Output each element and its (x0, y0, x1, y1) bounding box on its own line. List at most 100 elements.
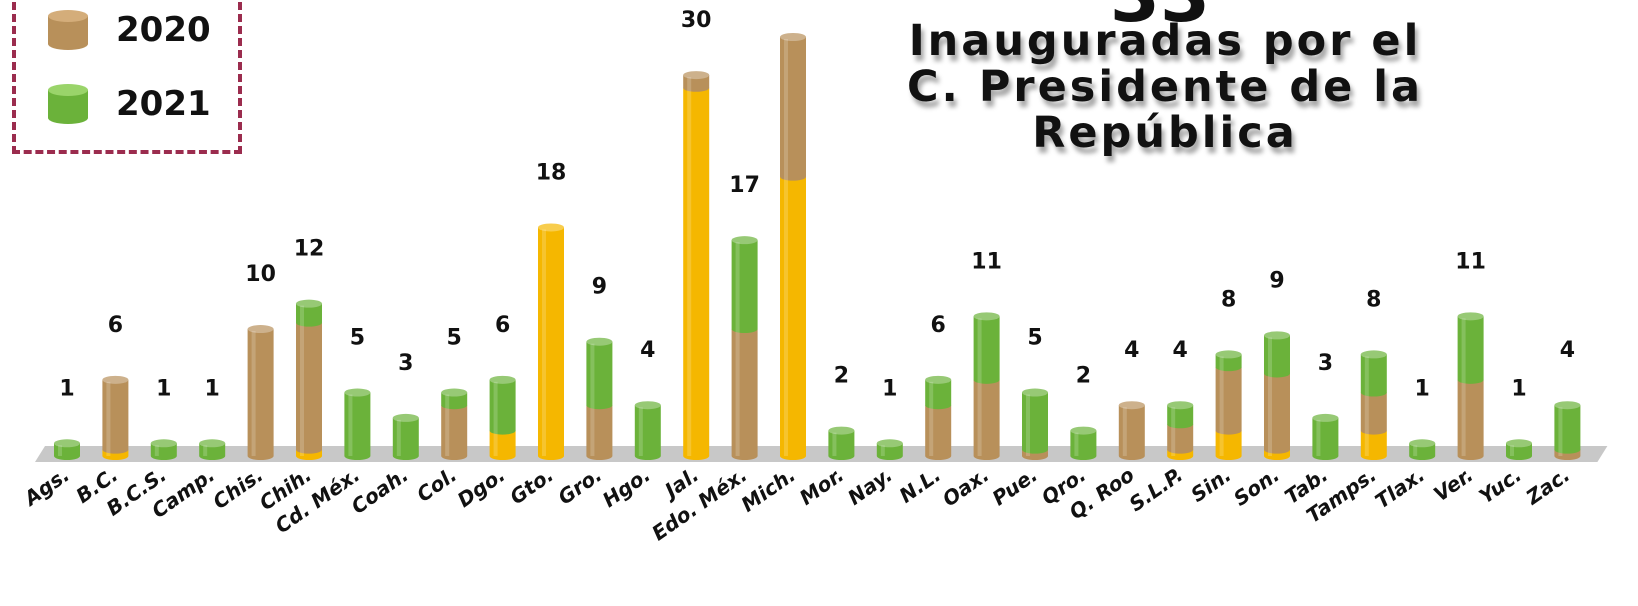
bar-segment (296, 322, 322, 454)
value-label: 4 (640, 338, 655, 363)
bar-highlight (1026, 394, 1030, 456)
category-label: Pue. (988, 462, 1042, 510)
value-label: 12 (294, 237, 325, 262)
category-label: Chis. (208, 462, 267, 513)
legend-item-2020: 2020 (46, 8, 211, 52)
bar-group (634, 401, 661, 460)
value-label: 3 (1318, 351, 1333, 376)
bar-cap (344, 388, 371, 397)
category-label: Son. (1229, 462, 1284, 510)
bar-cap (1215, 350, 1242, 359)
bar-segment (1022, 392, 1048, 454)
bar-segment (683, 75, 710, 92)
bar-cap (489, 375, 516, 384)
bar-highlight (1171, 407, 1176, 456)
bar-group (1264, 331, 1290, 460)
bar-group (1554, 401, 1581, 460)
bar-highlight (203, 445, 208, 456)
bar-highlight (590, 343, 595, 456)
value-label: 5 (1027, 326, 1042, 351)
bar-segment (586, 341, 613, 410)
bar-segment (1167, 424, 1194, 454)
bar-group (925, 375, 952, 460)
bar-segment (441, 405, 468, 460)
bar-cap (1022, 388, 1048, 397)
bar-segment (780, 37, 806, 181)
bar-segment (634, 405, 661, 460)
bar-group (731, 236, 758, 460)
bar-cap (538, 223, 564, 232)
bar-group (1215, 350, 1242, 460)
bar-cap (54, 439, 80, 448)
bar-segment (586, 405, 613, 460)
headline-line-2: C. Presidente de la (907, 62, 1423, 112)
bar-cap (1554, 401, 1581, 410)
category-label: Coah. (347, 462, 413, 518)
category-label: Col. (412, 462, 461, 506)
bar-highlight (687, 77, 692, 456)
bar-cap (1167, 401, 1194, 410)
value-label: 8 (1221, 287, 1236, 312)
bar-group (1409, 439, 1436, 460)
category-label: S.L.P. (1125, 462, 1187, 516)
headline-line-1: Inauguradas por el (908, 16, 1422, 66)
bar-segment (54, 443, 80, 460)
value-label: 6 (108, 313, 123, 338)
bar-segment (1215, 354, 1242, 372)
value-label: 1 (59, 376, 74, 401)
bar-group (780, 33, 806, 460)
bar-segment (199, 443, 226, 460)
bar-cap (876, 439, 903, 448)
bar-segment (1264, 373, 1290, 454)
bar-segment (1215, 430, 1242, 460)
bar-segment (489, 379, 516, 435)
value-label: 3 (398, 351, 413, 376)
bar-segment (828, 430, 855, 460)
bar-segment (876, 443, 903, 460)
value-label: 11 (1455, 249, 1486, 274)
value-label: 6 (931, 313, 946, 338)
bar-group (828, 426, 855, 460)
floor-plane (35, 446, 1608, 462)
value-label: 4 (1124, 338, 1139, 363)
bar-segment (247, 329, 274, 460)
bar-cap (925, 375, 952, 384)
bar-group (54, 439, 80, 460)
bar-highlight (348, 394, 353, 456)
bar-cap (828, 426, 855, 435)
bar-segment (1360, 392, 1387, 435)
headline-line-3: República (1032, 108, 1298, 158)
category-label: Oax. (938, 462, 994, 511)
bar-segment (1360, 430, 1387, 460)
bar-cap (102, 375, 129, 384)
bar-cap (1118, 401, 1145, 410)
category-label: Sin. (1186, 462, 1235, 506)
category-label: Ags. (18, 462, 74, 511)
bar-cap (731, 236, 758, 245)
bar-segment (1264, 335, 1290, 378)
bar-segment (683, 87, 710, 461)
bar-cap (634, 401, 661, 410)
value-label: 10 (245, 262, 276, 287)
bar-highlight (1364, 356, 1369, 456)
bar-segment (1506, 443, 1532, 460)
bar-cap (392, 413, 419, 422)
bar-segment (1457, 316, 1484, 384)
bar-group (102, 375, 129, 460)
bar-group (683, 71, 710, 461)
bar-highlight (542, 229, 546, 456)
bar-group (1167, 401, 1194, 460)
category-label: Nay. (843, 462, 896, 509)
bar-group (296, 299, 322, 460)
bar-highlight (929, 381, 934, 456)
bar-segment (1167, 405, 1194, 429)
bar-segment (925, 379, 952, 410)
category-label: Mor. (795, 462, 848, 509)
bar-segment (1118, 405, 1145, 460)
bar-segment (973, 316, 1000, 384)
value-label: 2 (834, 364, 849, 389)
bar-highlight (832, 432, 837, 456)
bar-segment (1409, 443, 1436, 460)
bar-cap (1070, 426, 1097, 435)
